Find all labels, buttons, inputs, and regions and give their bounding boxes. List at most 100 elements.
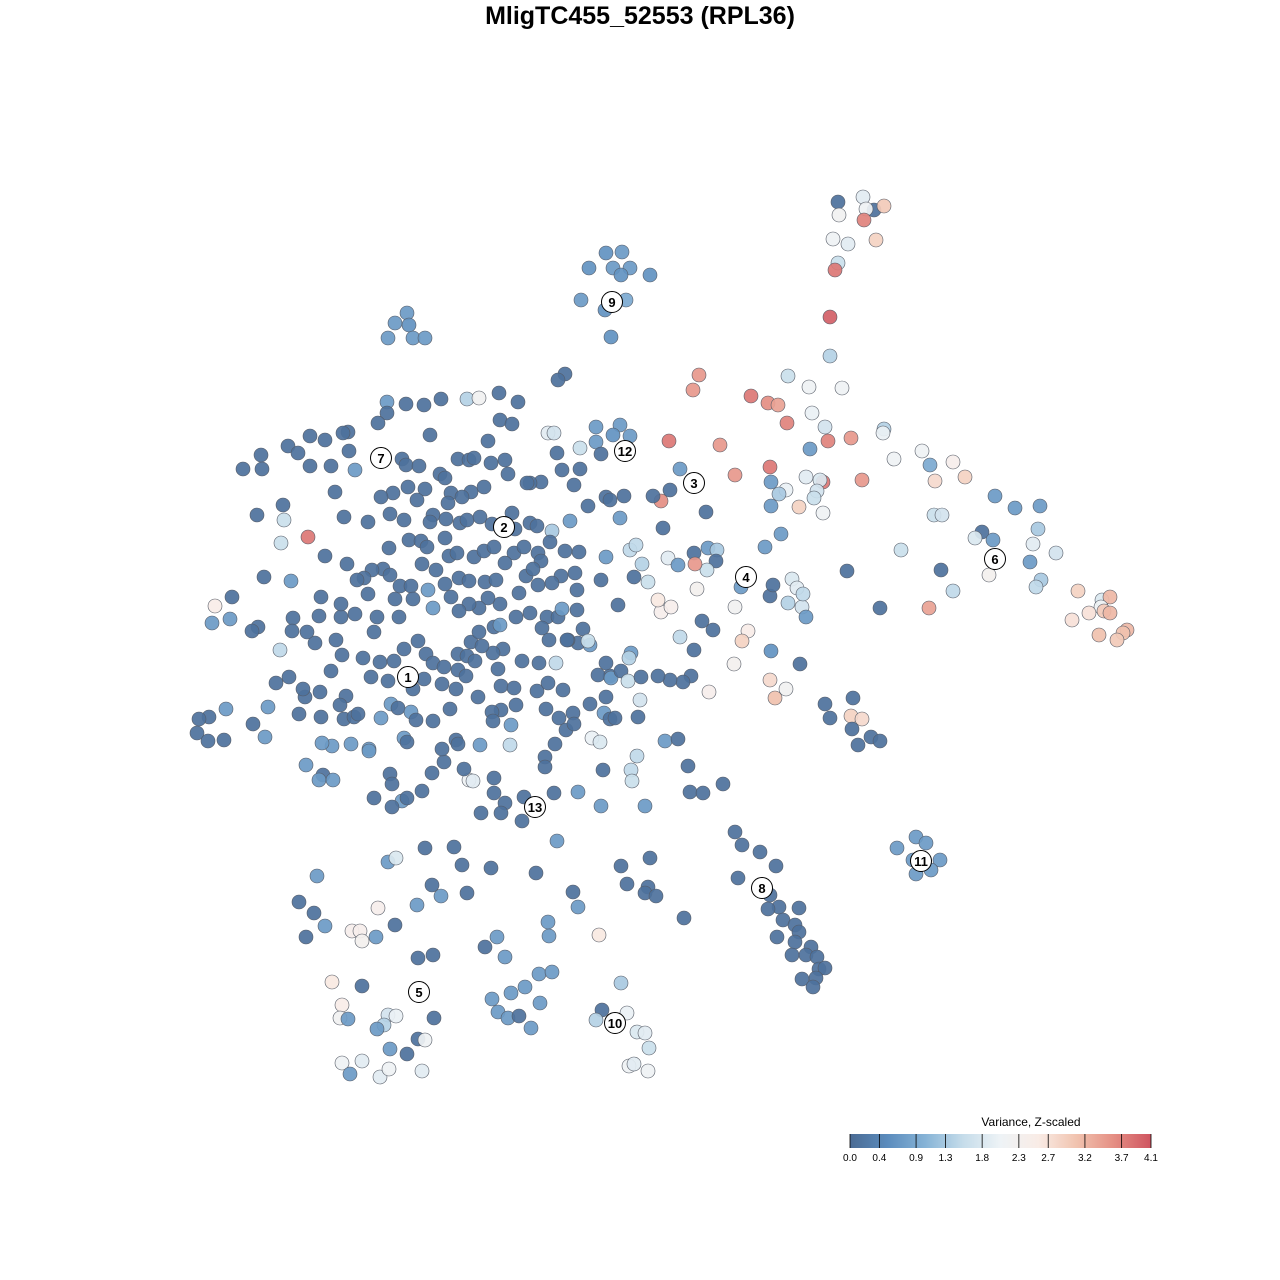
data-point bbox=[428, 562, 444, 578]
data-point bbox=[372, 654, 388, 670]
data-point bbox=[598, 655, 614, 671]
data-point bbox=[541, 928, 557, 944]
data-point bbox=[390, 700, 406, 716]
data-point bbox=[300, 529, 316, 545]
data-point bbox=[396, 512, 412, 528]
data-point bbox=[382, 567, 398, 583]
colorbar-tick-label: 0.9 bbox=[909, 1153, 923, 1164]
data-point bbox=[347, 606, 363, 622]
data-point bbox=[399, 790, 415, 806]
data-point bbox=[763, 474, 779, 490]
data-point bbox=[189, 725, 205, 741]
data-point bbox=[682, 784, 698, 800]
data-point bbox=[840, 236, 856, 252]
data-point bbox=[409, 492, 425, 508]
cluster-label-circle bbox=[614, 440, 636, 462]
data-point bbox=[613, 663, 629, 679]
data-point bbox=[425, 947, 441, 963]
data-point bbox=[1102, 605, 1118, 621]
data-point bbox=[817, 696, 833, 712]
cluster-label-9: 9 bbox=[601, 291, 623, 313]
data-point bbox=[805, 979, 821, 995]
data-point bbox=[602, 492, 618, 508]
data-point bbox=[470, 689, 486, 705]
data-point bbox=[591, 927, 607, 943]
data-point bbox=[483, 860, 499, 876]
data-point bbox=[570, 784, 586, 800]
data-point bbox=[727, 824, 743, 840]
cluster-label-8: 8 bbox=[751, 877, 773, 899]
data-point bbox=[815, 505, 831, 521]
data-point bbox=[473, 805, 489, 821]
data-point bbox=[493, 805, 509, 821]
data-point bbox=[876, 198, 892, 214]
data-point bbox=[334, 997, 350, 1013]
data-point bbox=[927, 473, 943, 489]
data-point bbox=[245, 716, 261, 732]
data-point bbox=[546, 425, 562, 441]
data-point bbox=[771, 486, 787, 502]
data-point bbox=[1081, 605, 1097, 621]
cluster-label-circle bbox=[751, 877, 773, 899]
cluster-label-5: 5 bbox=[408, 981, 430, 1003]
legend-title: Variance, Z-scaled bbox=[981, 1115, 1080, 1129]
data-point bbox=[425, 600, 441, 616]
data-point bbox=[283, 573, 299, 589]
data-point bbox=[448, 681, 464, 697]
data-point bbox=[528, 865, 544, 881]
data-point bbox=[350, 706, 366, 722]
data-point bbox=[691, 367, 707, 383]
data-point bbox=[400, 479, 416, 495]
data-point bbox=[360, 586, 376, 602]
data-point bbox=[317, 918, 333, 934]
data-point bbox=[588, 419, 604, 435]
data-point bbox=[730, 870, 746, 886]
data-point bbox=[855, 189, 871, 205]
cluster-label-circle bbox=[910, 850, 932, 872]
data-point bbox=[486, 785, 502, 801]
data-point bbox=[295, 681, 311, 697]
data-point bbox=[442, 701, 458, 717]
data-point bbox=[1028, 579, 1044, 595]
cluster-label-circle bbox=[493, 516, 515, 538]
data-point bbox=[414, 783, 430, 799]
data-point bbox=[544, 964, 560, 980]
data-point bbox=[514, 813, 530, 829]
data-point bbox=[613, 858, 629, 874]
data-point bbox=[1048, 545, 1064, 561]
data-point bbox=[914, 443, 930, 459]
data-point bbox=[534, 620, 550, 636]
data-point bbox=[582, 696, 598, 712]
cluster-label-circle bbox=[683, 472, 705, 494]
data-point bbox=[701, 684, 717, 700]
data-point bbox=[387, 917, 403, 933]
cluster-label-3: 3 bbox=[683, 472, 705, 494]
data-point bbox=[581, 260, 597, 276]
cluster-label-4: 4 bbox=[735, 566, 757, 588]
data-point bbox=[502, 737, 518, 753]
data-point bbox=[590, 667, 606, 683]
data-point bbox=[260, 699, 276, 715]
data-point bbox=[875, 425, 891, 441]
data-point bbox=[830, 194, 846, 210]
data-point bbox=[945, 454, 961, 470]
data-point bbox=[839, 563, 855, 579]
data-point bbox=[414, 1063, 430, 1079]
data-point bbox=[399, 1046, 415, 1062]
data-point bbox=[328, 632, 344, 648]
data-point bbox=[425, 713, 441, 729]
data-point bbox=[559, 632, 575, 648]
data-point bbox=[360, 514, 376, 530]
data-point bbox=[642, 850, 658, 866]
data-point bbox=[339, 556, 355, 572]
cluster-label-circle bbox=[604, 1012, 626, 1034]
data-point bbox=[403, 578, 419, 594]
data-point bbox=[856, 212, 872, 228]
data-point bbox=[657, 733, 673, 749]
data-point bbox=[207, 598, 223, 614]
data-point bbox=[672, 629, 688, 645]
data-point bbox=[794, 971, 810, 987]
data-point bbox=[399, 305, 415, 321]
data-point bbox=[626, 1056, 642, 1072]
